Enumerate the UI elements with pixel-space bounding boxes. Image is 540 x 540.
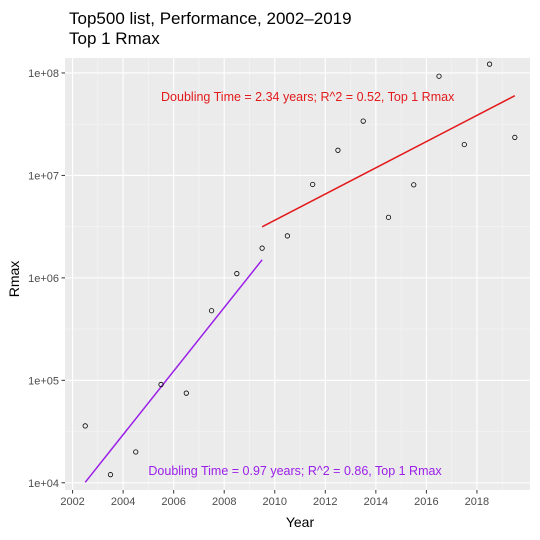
x-tick-label: 2016 bbox=[414, 496, 438, 508]
data-points bbox=[82, 61, 518, 478]
data-point bbox=[82, 423, 88, 429]
data-point bbox=[461, 141, 467, 148]
chart-title: Top500 list, Performance, 2002–2019 bbox=[69, 9, 352, 28]
data-point bbox=[360, 118, 366, 124]
data-point bbox=[234, 271, 240, 277]
fit-lines bbox=[84, 95, 516, 483]
x-tick-label: 2008 bbox=[212, 496, 236, 508]
x-tick-label: 2004 bbox=[111, 496, 135, 508]
data-point bbox=[436, 73, 442, 79]
data-point bbox=[133, 449, 139, 455]
data-point bbox=[158, 381, 164, 388]
y-tick-label: 1e+06 bbox=[28, 273, 59, 285]
fit-annotation-1: Doubling Time = 0.97 years; R^2 = 0.86, … bbox=[148, 464, 442, 478]
data-point bbox=[107, 472, 114, 478]
plot-panel bbox=[65, 58, 530, 490]
gridlines bbox=[65, 58, 530, 490]
data-point bbox=[335, 147, 341, 153]
data-point bbox=[310, 181, 316, 188]
data-point bbox=[259, 245, 265, 251]
data-point bbox=[208, 308, 215, 314]
x-axis-title: Year bbox=[286, 514, 315, 530]
x-tick-label: 2002 bbox=[60, 496, 84, 508]
x-tick-label: 2006 bbox=[161, 496, 185, 508]
x-axis: 2002 2004 2006 2008 2010 2012 2014 2016 2018 bbox=[60, 490, 489, 508]
x-tick-label: 2014 bbox=[364, 496, 388, 508]
x-tick-label: 2012 bbox=[313, 496, 337, 508]
data-point bbox=[385, 214, 392, 220]
y-tick-label: 1e+07 bbox=[28, 170, 59, 182]
chart-subtitle: Top 1 Rmax bbox=[69, 29, 160, 48]
data-point bbox=[284, 233, 290, 239]
data-point bbox=[183, 390, 189, 396]
x-tick-label: 2010 bbox=[263, 496, 287, 508]
fit-line-2 bbox=[261, 95, 516, 228]
x-tick-label: 2018 bbox=[465, 496, 489, 508]
data-point bbox=[411, 182, 417, 188]
fit-annotation-2: Doubling Time = 2.34 years; R^2 = 0.52, … bbox=[161, 90, 455, 104]
y-tick-label: 1e+04 bbox=[28, 478, 59, 490]
data-point bbox=[512, 134, 518, 141]
fit-annotations: Doubling Time = 0.97 years; R^2 = 0.86, … bbox=[148, 90, 455, 478]
y-tick-label: 1e+05 bbox=[28, 375, 59, 387]
y-axis: 1e+04 1e+05 1e+06 1e+07 1e+08 bbox=[28, 68, 65, 490]
data-point bbox=[486, 61, 493, 67]
y-tick-label: 1e+08 bbox=[28, 68, 59, 80]
fit-line-1 bbox=[84, 259, 263, 483]
y-axis-title: Rmax bbox=[6, 261, 22, 298]
